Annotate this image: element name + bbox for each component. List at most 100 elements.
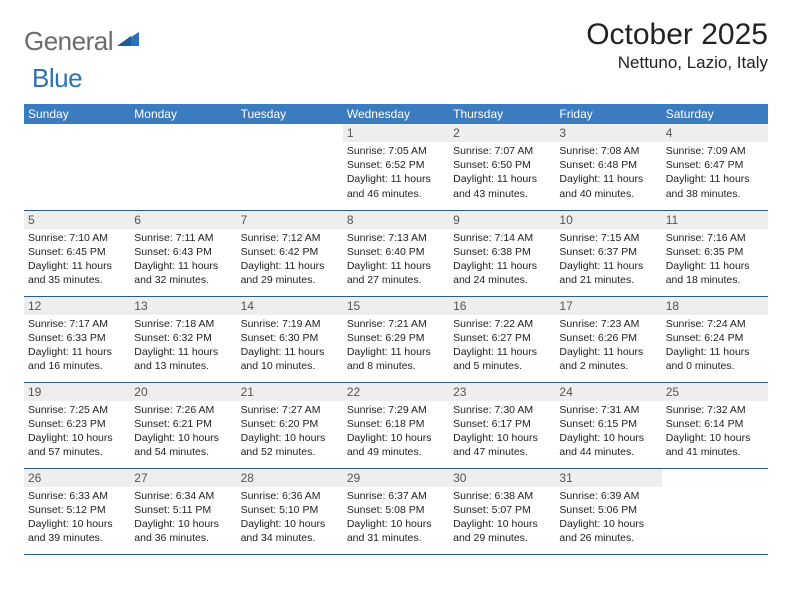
day-number: 11 [662,211,768,229]
day-number: 27 [130,469,236,487]
day-header-wed: Wednesday [343,104,449,124]
day-header-thu: Thursday [449,104,555,124]
day-info: Sunrise: 7:05 AMSunset: 6:52 PMDaylight:… [347,144,445,201]
month-title: October 2025 [586,18,768,51]
day-cell: 16 Sunrise: 7:22 AMSunset: 6:27 PMDayligh… [449,296,555,382]
day-cell: 20 Sunrise: 7:26 AMSunset: 6:21 PMDayligh… [130,382,236,468]
day-header-row: Sunday Monday Tuesday Wednesday Thursday… [24,104,768,124]
day-cell: 14 Sunrise: 7:19 AMSunset: 6:30 PMDayligh… [237,296,343,382]
day-cell: 21Sunrise: 7:27 AMSunset: 6:20 PMDayligh… [237,382,343,468]
day-number: 18 [662,297,768,315]
day-info: Sunrise: 7:07 AMSunset: 6:50 PMDaylight:… [453,144,551,201]
day-cell: 12Sunrise: 7:17 AMSunset: 6:33 PMDayligh… [24,296,130,382]
day-cell: 4 Sunrise: 7:09 AMSunset: 6:47 PMDaylight… [662,124,768,210]
day-cell: 29Sunrise: 6:37 AMSunset: 5:08 PMDayligh… [343,468,449,554]
day-cell: 28Sunrise: 6:36 AMSunset: 5:10 PMDayligh… [237,468,343,554]
day-cell [237,124,343,210]
day-cell [130,124,236,210]
day-info: Sunrise: 7:26 AMSunset: 6:21 PMDaylight:… [134,403,232,460]
day-cell: 3 Sunrise: 7:08 AMSunset: 6:48 PMDaylight… [555,124,661,210]
day-cell: 8 Sunrise: 7:13 AMSunset: 6:40 PMDaylight… [343,210,449,296]
day-number: 1 [343,124,449,142]
day-number: 15 [343,297,449,315]
day-number: 24 [555,383,661,401]
day-cell: 10 Sunrise: 7:15 AMSunset: 6:37 PMDayligh… [555,210,661,296]
day-info: Sunrise: 7:18 AMSunset: 6:32 PMDaylight:… [134,317,232,374]
day-number: 20 [130,383,236,401]
calendar-page: General October 2025 Nettuno, Lazio, Ita… [0,0,792,555]
day-number: 14 [237,297,343,315]
day-info: Sunrise: 7:29 AMSunset: 6:18 PMDaylight:… [347,403,445,460]
day-info: Sunrise: 7:22 AMSunset: 6:27 PMDaylight:… [453,317,551,374]
day-info: Sunrise: 7:15 AMSunset: 6:37 PMDaylight:… [559,231,657,288]
day-header-sat: Saturday [662,104,768,124]
day-cell: 11 Sunrise: 7:16 AMSunset: 6:35 PMDayligh… [662,210,768,296]
day-info: Sunrise: 7:10 AMSunset: 6:45 PMDaylight:… [28,231,126,288]
day-cell [662,468,768,554]
day-cell: 27 Sunrise: 6:34 AMSunset: 5:11 PMDayligh… [130,468,236,554]
location-label: Nettuno, Lazio, Italy [586,53,768,73]
day-number: 2 [449,124,555,142]
day-number: 10 [555,211,661,229]
week-row: 19Sunrise: 7:25 AMSunset: 6:23 PMDayligh… [24,382,768,468]
calendar-table: Sunday Monday Tuesday Wednesday Thursday… [24,104,768,555]
calendar-body: 1 Sunrise: 7:05 AMSunset: 6:52 PMDaylight… [24,124,768,554]
day-info: Sunrise: 7:19 AMSunset: 6:30 PMDaylight:… [241,317,339,374]
day-info: Sunrise: 7:11 AMSunset: 6:43 PMDaylight:… [134,231,232,288]
day-info: Sunrise: 7:09 AMSunset: 6:47 PMDaylight:… [666,144,764,201]
day-number: 8 [343,211,449,229]
day-number: 7 [237,211,343,229]
day-cell: 2 Sunrise: 7:07 AMSunset: 6:50 PMDaylight… [449,124,555,210]
day-cell: 24 Sunrise: 7:31 AMSunset: 6:15 PMDayligh… [555,382,661,468]
day-info: Sunrise: 7:13 AMSunset: 6:40 PMDaylight:… [347,231,445,288]
week-row: 26 Sunrise: 6:33 AMSunset: 5:12 PMDayligh… [24,468,768,554]
day-number: 19 [24,383,130,401]
week-row: 12Sunrise: 7:17 AMSunset: 6:33 PMDayligh… [24,296,768,382]
day-number: 31 [555,469,661,487]
day-info: Sunrise: 7:32 AMSunset: 6:14 PMDaylight:… [666,403,764,460]
day-cell: 30 Sunrise: 6:38 AMSunset: 5:07 PMDayligh… [449,468,555,554]
day-number: 25 [662,383,768,401]
day-number: 16 [449,297,555,315]
logo: General [24,18,141,57]
day-number: 17 [555,297,661,315]
day-number: 13 [130,297,236,315]
day-info: Sunrise: 6:36 AMSunset: 5:10 PMDaylight:… [241,489,339,546]
day-number: 26 [24,469,130,487]
day-info: Sunrise: 7:16 AMSunset: 6:35 PMDaylight:… [666,231,764,288]
day-cell: 5Sunrise: 7:10 AMSunset: 6:45 PMDaylight… [24,210,130,296]
day-cell: 13 Sunrise: 7:18 AMSunset: 6:32 PMDayligh… [130,296,236,382]
day-number: 30 [449,469,555,487]
day-info: Sunrise: 7:23 AMSunset: 6:26 PMDaylight:… [559,317,657,374]
day-cell: 6Sunrise: 7:11 AMSunset: 6:43 PMDaylight… [130,210,236,296]
day-info: Sunrise: 6:34 AMSunset: 5:11 PMDaylight:… [134,489,232,546]
day-cell: 23Sunrise: 7:30 AMSunset: 6:17 PMDayligh… [449,382,555,468]
day-number: 4 [662,124,768,142]
week-row: 5Sunrise: 7:10 AMSunset: 6:45 PMDaylight… [24,210,768,296]
day-info: Sunrise: 7:12 AMSunset: 6:42 PMDaylight:… [241,231,339,288]
day-header-tue: Tuesday [237,104,343,124]
day-cell: 18 Sunrise: 7:24 AMSunset: 6:24 PMDayligh… [662,296,768,382]
day-number: 21 [237,383,343,401]
day-header-fri: Friday [555,104,661,124]
logo-text-blue: Blue [32,63,82,94]
day-info: Sunrise: 7:14 AMSunset: 6:38 PMDaylight:… [453,231,551,288]
day-info: Sunrise: 7:31 AMSunset: 6:15 PMDaylight:… [559,403,657,460]
day-info: Sunrise: 6:33 AMSunset: 5:12 PMDaylight:… [28,489,126,546]
day-info: Sunrise: 7:24 AMSunset: 6:24 PMDaylight:… [666,317,764,374]
day-header-sun: Sunday [24,104,130,124]
day-cell: 17 Sunrise: 7:23 AMSunset: 6:26 PMDayligh… [555,296,661,382]
day-info: Sunrise: 6:38 AMSunset: 5:07 PMDaylight:… [453,489,551,546]
day-info: Sunrise: 7:08 AMSunset: 6:48 PMDaylight:… [559,144,657,201]
day-number: 3 [555,124,661,142]
day-number: 23 [449,383,555,401]
logo-text-general: General [24,26,113,57]
week-row: 1 Sunrise: 7:05 AMSunset: 6:52 PMDaylight… [24,124,768,210]
day-info: Sunrise: 7:17 AMSunset: 6:33 PMDaylight:… [28,317,126,374]
day-header-mon: Monday [130,104,236,124]
day-cell: 26 Sunrise: 6:33 AMSunset: 5:12 PMDayligh… [24,468,130,554]
day-info: Sunrise: 7:21 AMSunset: 6:29 PMDaylight:… [347,317,445,374]
day-cell: 7 Sunrise: 7:12 AMSunset: 6:42 PMDaylight… [237,210,343,296]
day-cell: 31Sunrise: 6:39 AMSunset: 5:06 PMDayligh… [555,468,661,554]
day-cell: 1 Sunrise: 7:05 AMSunset: 6:52 PMDaylight… [343,124,449,210]
